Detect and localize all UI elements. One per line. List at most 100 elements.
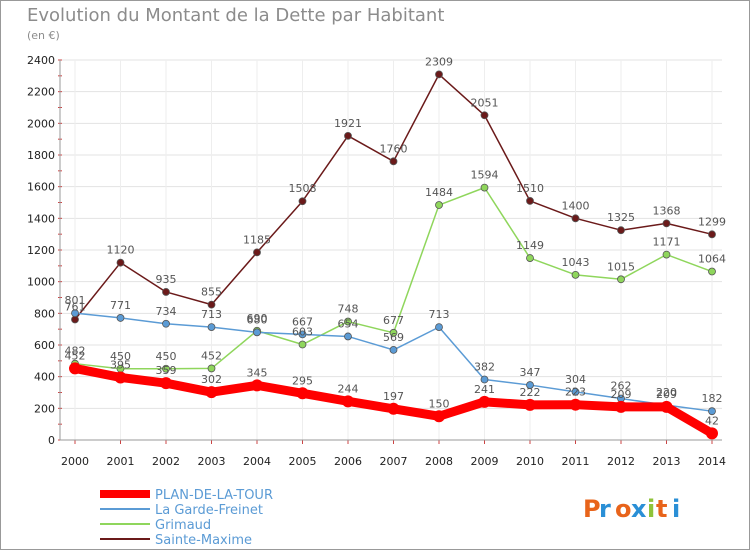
- data-label-plan-de-la-tour: 295: [292, 374, 313, 387]
- data-point-plan-de-la-tour: [433, 410, 445, 423]
- legend-label-plan-de-la-tour: PLAN-DE-LA-TOUR: [155, 488, 273, 503]
- y-tick-label: 400: [34, 371, 55, 384]
- data-point-sainte-maxime: [344, 131, 352, 140]
- data-label-la-garde-freinet: 680: [247, 313, 268, 326]
- data-label-la-garde-freinet: 734: [156, 305, 177, 318]
- data-label-plan-de-la-tour: 302: [201, 373, 222, 386]
- x-tick-label: 2014: [698, 455, 726, 468]
- data-label-la-garde-freinet: 801: [65, 294, 86, 307]
- data-point-sainte-maxime: [617, 226, 625, 235]
- data-label-plan-de-la-tour: 345: [247, 366, 268, 379]
- data-label-la-garde-freinet: 182: [702, 392, 723, 405]
- data-label-sainte-maxime: 2051: [471, 96, 499, 109]
- data-label-grimaud: 677: [383, 314, 404, 327]
- logo-letter: o: [615, 495, 632, 523]
- data-label-la-garde-freinet: 713: [429, 308, 450, 321]
- data-point-la-garde-freinet: [116, 314, 125, 322]
- x-tick-label: 2013: [653, 455, 681, 468]
- logo-letter: r: [599, 495, 611, 523]
- data-label-grimaud: 603: [292, 326, 313, 339]
- y-tick-label: 2000: [27, 117, 55, 130]
- data-label-sainte-maxime: 1508: [289, 182, 317, 195]
- data-point-plan-de-la-tour: [205, 386, 218, 399]
- data-point-la-garde-freinet: [298, 330, 307, 339]
- data-point-grimaud: [480, 183, 489, 192]
- data-label-sainte-maxime: 1325: [607, 211, 635, 224]
- data-label-sainte-maxime: 1299: [698, 215, 726, 228]
- data-point-la-garde-freinet: [708, 407, 716, 416]
- data-point-la-garde-freinet: [162, 319, 170, 328]
- legend-label-sainte-maxime: Sainte-Maxime: [155, 533, 252, 548]
- data-label-grimaud: 452: [201, 349, 222, 362]
- data-point-sainte-maxime: [389, 157, 398, 166]
- data-point-la-garde-freinet: [344, 332, 352, 341]
- data-label-la-garde-freinet: 304: [565, 373, 586, 386]
- data-label-grimaud: 1171: [653, 236, 681, 249]
- data-label-plan-de-la-tour: 150: [429, 397, 450, 410]
- logo-letter: i: [647, 495, 655, 523]
- legend-label-la-garde-freinet: La Garde-Freinet: [155, 503, 263, 518]
- y-tick-label: 0: [48, 434, 55, 447]
- x-tick-label: 2007: [380, 455, 408, 468]
- x-tick-label: 2003: [198, 455, 226, 468]
- data-point-grimaud: [571, 270, 580, 279]
- logo-letter: P: [583, 495, 601, 523]
- data-point-grimaud: [344, 317, 352, 326]
- data-point-sainte-maxime: [526, 197, 534, 205]
- data-label-plan-de-la-tour: 209: [656, 388, 677, 401]
- y-tick-label: 1200: [27, 244, 55, 257]
- data-label-grimaud: 748: [338, 303, 359, 316]
- x-tick-label: 2005: [289, 455, 317, 468]
- data-point-plan-de-la-tour: [387, 402, 400, 415]
- logo-letter: x: [631, 495, 647, 523]
- data-point-plan-de-la-tour: [660, 400, 673, 413]
- data-label-sainte-maxime: 2309: [425, 55, 453, 68]
- data-point-plan-de-la-tour: [342, 395, 354, 408]
- data-label-sainte-maxime: 1400: [562, 199, 590, 212]
- data-label-la-garde-freinet: 654: [338, 317, 359, 330]
- y-tick-label: 2400: [27, 54, 55, 67]
- data-point-grimaud: [207, 364, 216, 373]
- proxiti-logo: Pr o x i t i: [583, 495, 680, 523]
- data-point-plan-de-la-tour: [615, 400, 627, 413]
- x-tick-label: 2000: [61, 455, 89, 468]
- data-point-la-garde-freinet: [253, 328, 261, 337]
- data-label-sainte-maxime: 855: [201, 286, 222, 299]
- x-tick-label: 2012: [607, 455, 635, 468]
- data-label-sainte-maxime: 1185: [243, 233, 271, 246]
- data-point-grimaud: [162, 364, 170, 373]
- data-label-la-garde-freinet: 569: [383, 331, 404, 344]
- data-point-sainte-maxime: [207, 300, 216, 309]
- x-tick-label: 2008: [425, 455, 453, 468]
- data-point-sainte-maxime: [480, 111, 489, 120]
- x-tick-label: 2004: [243, 455, 271, 468]
- axes: 0 200 400 600 800 1000 1200 1400 1600 1800 2000 220…: [27, 54, 726, 468]
- data-point-la-garde-freinet: [526, 381, 534, 389]
- y-tick-label: 1800: [27, 149, 55, 162]
- data-label-plan-de-la-tour: 42: [705, 414, 719, 427]
- data-label-sainte-maxime: 1760: [380, 142, 408, 155]
- data-point-plan-de-la-tour: [706, 427, 718, 440]
- data-point-grimaud: [526, 254, 534, 262]
- data-label-grimaud: 1149: [516, 239, 544, 252]
- chart-title: Evolution du Montant de la Dette par Hab…: [27, 5, 444, 26]
- data-label-sainte-maxime: 1921: [334, 117, 362, 130]
- data-point-sainte-maxime: [662, 219, 671, 228]
- data-label-sainte-maxime: 1510: [516, 182, 544, 195]
- data-label-grimaud: 1043: [562, 256, 590, 269]
- data-label-plan-de-la-tour: 359: [156, 364, 177, 377]
- y-tick-label: 200: [34, 402, 55, 415]
- data-label-plan-de-la-tour: 197: [383, 390, 404, 403]
- data-label-grimaud: 690: [247, 312, 268, 325]
- data-point-la-garde-freinet: [207, 323, 216, 332]
- data-label-sainte-maxime: 1120: [107, 244, 135, 257]
- data-point-la-garde-freinet: [71, 309, 79, 318]
- data-point-la-garde-freinet: [435, 323, 443, 332]
- data-label-la-garde-freinet: 262: [611, 380, 632, 393]
- logo-letter: i: [672, 495, 680, 523]
- y-tick-label: 1400: [27, 212, 55, 225]
- data-label-plan-de-la-tour: 452: [65, 349, 86, 362]
- x-tick-label: 2001: [107, 455, 135, 468]
- data-point-grimaud: [389, 328, 398, 337]
